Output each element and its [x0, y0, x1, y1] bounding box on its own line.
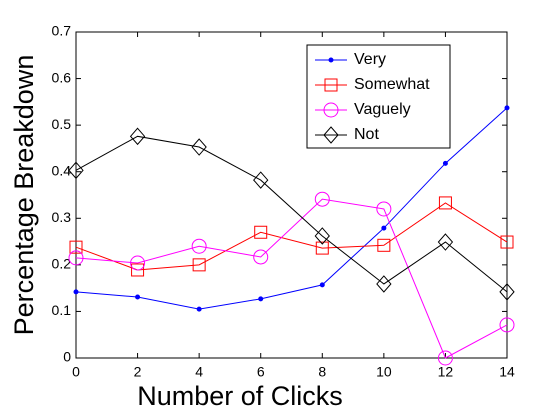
point: [500, 235, 514, 249]
plot-frame: [75, 31, 508, 359]
legend-label: Very: [354, 51, 386, 68]
point: [499, 317, 515, 333]
series-line: [75, 107, 508, 310]
point: [135, 294, 141, 300]
point: [69, 240, 83, 254]
x-tick-label: 14: [499, 364, 515, 380]
point: [442, 160, 448, 166]
x-tick-label: 12: [438, 364, 454, 380]
series-line: [75, 198, 508, 359]
point: [131, 263, 145, 277]
x-tick-label: 8: [318, 364, 326, 380]
legend-marker: [324, 78, 338, 92]
legend-label: Somewhat: [354, 76, 430, 93]
x-tick-label: 2: [134, 364, 142, 380]
legend-label: Not: [354, 126, 379, 143]
point: [192, 258, 206, 272]
point: [314, 191, 330, 207]
point: [499, 283, 515, 301]
x-tick-label: 4: [195, 364, 203, 380]
y-tick-label: 0.5: [52, 116, 72, 132]
point: [191, 138, 207, 156]
point: [314, 227, 330, 245]
point: [130, 255, 146, 271]
point: [437, 233, 454, 251]
y-tick-label: 0.3: [52, 209, 72, 225]
y-axis-label: Percentage Breakdown: [9, 55, 39, 336]
point: [381, 225, 387, 231]
point: [129, 127, 146, 146]
point: [377, 238, 391, 252]
point: [319, 282, 325, 288]
point: [504, 105, 510, 111]
x-axis-label: Number of Clicks: [137, 381, 343, 411]
legend-marker: [328, 57, 334, 63]
legend-label: Vaguely: [354, 101, 411, 118]
x-tick-label: 6: [257, 364, 265, 380]
series-line: [75, 202, 508, 271]
point: [196, 306, 202, 312]
y-tick-label: 0.6: [52, 69, 72, 85]
point: [253, 249, 269, 265]
point: [438, 196, 452, 210]
y-tick-label: 0: [63, 349, 71, 365]
point: [68, 250, 84, 266]
legend-marker: [323, 126, 339, 144]
point: [437, 350, 453, 366]
point: [258, 296, 264, 302]
series-line: [75, 135, 508, 293]
point: [253, 171, 269, 189]
y-tick-label: 0.1: [52, 302, 72, 318]
point: [73, 289, 79, 295]
legend-marker: [323, 102, 339, 118]
point: [376, 275, 392, 293]
point: [191, 238, 207, 254]
point: [254, 225, 268, 239]
y-tick-label: 0.2: [52, 256, 72, 272]
point: [68, 161, 84, 180]
y-tick-label: 0.4: [52, 162, 72, 178]
point: [376, 201, 392, 217]
point: [315, 241, 329, 255]
y-tick-label: 0.7: [52, 23, 72, 39]
x-tick-label: 0: [72, 364, 80, 380]
x-tick-label: 10: [376, 364, 392, 380]
